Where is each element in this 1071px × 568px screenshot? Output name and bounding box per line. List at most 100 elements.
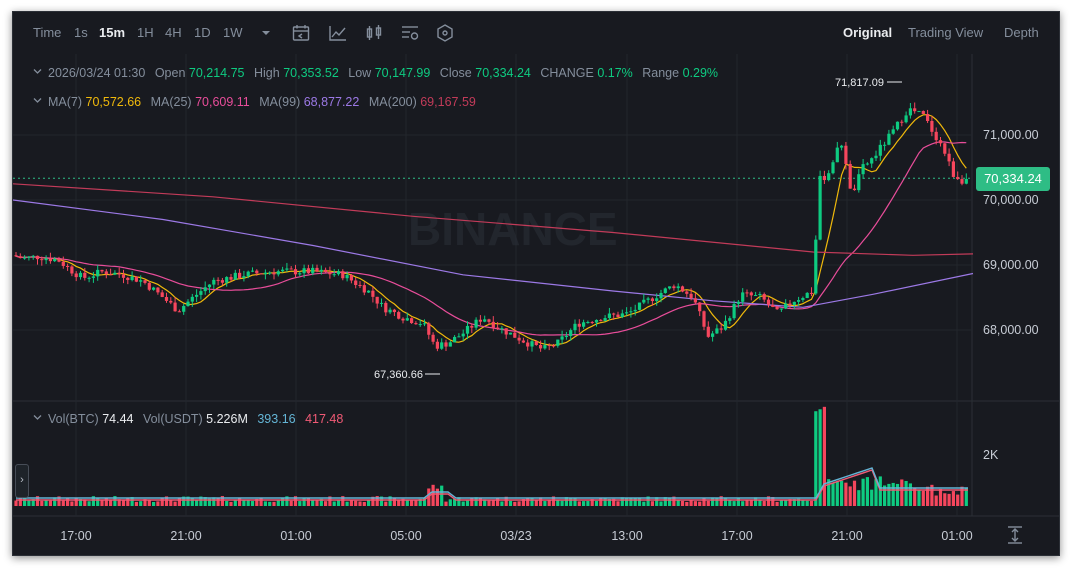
volume-bar bbox=[474, 497, 478, 506]
candle-body bbox=[139, 280, 143, 282]
candle-body bbox=[908, 108, 912, 116]
volume-bar bbox=[190, 497, 194, 506]
watermark: BINANCE bbox=[408, 203, 618, 255]
volume-bar bbox=[655, 497, 659, 506]
volume-bar bbox=[960, 486, 964, 506]
candle-body bbox=[719, 328, 723, 330]
interval-1w[interactable]: 1W bbox=[223, 25, 243, 40]
volume-axis-label: 2K bbox=[983, 448, 999, 462]
candle-body bbox=[422, 323, 427, 325]
volume-bar bbox=[272, 501, 276, 506]
candlestick-chart[interactable]: BINANCE 71,817.09 67,360.66 bbox=[13, 12, 1059, 555]
candle-body bbox=[156, 287, 160, 293]
candle-body bbox=[508, 332, 513, 335]
interval-1h[interactable]: 1H bbox=[137, 25, 154, 40]
candle-body bbox=[607, 313, 611, 319]
fit-chart-icon[interactable] bbox=[1004, 524, 1026, 546]
volume-bar bbox=[539, 497, 543, 506]
candle-type-icon[interactable] bbox=[363, 22, 385, 44]
calendar-icon[interactable] bbox=[290, 22, 312, 44]
candle-body bbox=[616, 314, 620, 318]
interval-15m[interactable]: 15m bbox=[99, 25, 126, 40]
volume-bar bbox=[943, 493, 947, 506]
candle-body bbox=[268, 272, 272, 274]
volume-bar bbox=[698, 501, 702, 506]
volume-bar bbox=[53, 497, 57, 506]
tab-depth[interactable]: Depth bbox=[1004, 25, 1039, 40]
ma200-label: MA(200) bbox=[368, 95, 417, 109]
candle-body bbox=[771, 304, 775, 307]
volume-bar bbox=[306, 497, 310, 506]
volume-bar bbox=[956, 494, 960, 506]
volume-bar bbox=[818, 409, 822, 506]
volume-bar bbox=[332, 501, 336, 506]
volume-bar bbox=[741, 501, 745, 506]
moving-average-lines bbox=[13, 114, 974, 501]
candle-body bbox=[835, 147, 839, 163]
chart-panel[interactable]: Time 1s 15m 1H 4H 1D 1W Original Trading… bbox=[12, 11, 1060, 556]
volume-bar bbox=[461, 501, 465, 506]
candle-body bbox=[956, 176, 960, 180]
volume-bar bbox=[173, 501, 177, 506]
candle-body bbox=[169, 300, 173, 303]
volume-bar bbox=[238, 497, 242, 506]
volume-bar bbox=[917, 490, 921, 506]
candle-body bbox=[195, 294, 199, 297]
volume-bar bbox=[663, 497, 667, 506]
volume-bar bbox=[229, 501, 233, 506]
ma7-line bbox=[15, 114, 967, 347]
tab-trading-view[interactable]: Trading View bbox=[908, 25, 984, 40]
volume-bar bbox=[453, 499, 457, 506]
volume-bar bbox=[680, 500, 685, 506]
candle-body bbox=[590, 322, 594, 324]
candle-body bbox=[732, 303, 736, 319]
candle-body bbox=[302, 268, 306, 274]
collapse-chevron-icon[interactable] bbox=[33, 411, 42, 420]
volume-bar bbox=[758, 499, 762, 506]
ma99-label: MA(99) bbox=[259, 95, 301, 109]
candle-body bbox=[186, 301, 190, 307]
volume-bar bbox=[693, 501, 697, 506]
chevron-down-icon[interactable] bbox=[255, 22, 277, 44]
volume-bar bbox=[840, 480, 844, 506]
volume-bar bbox=[100, 499, 104, 506]
indicator-icon[interactable] bbox=[327, 22, 349, 44]
candle-body bbox=[960, 179, 964, 184]
hexagon-settings-icon[interactable] bbox=[434, 22, 456, 44]
interval-4h[interactable]: 4H bbox=[165, 25, 182, 40]
time-interval-button[interactable]: Time bbox=[33, 25, 62, 40]
settings-list-icon[interactable] bbox=[399, 22, 421, 44]
collapse-chevron-icon[interactable] bbox=[33, 94, 42, 103]
volume-bar bbox=[134, 501, 138, 506]
candle-body bbox=[715, 328, 719, 334]
candle-body bbox=[431, 334, 435, 342]
volume-bar bbox=[625, 498, 629, 506]
volume-bar bbox=[199, 496, 203, 506]
volume-bar bbox=[40, 500, 44, 506]
interval-1s[interactable]: 1s bbox=[74, 25, 88, 40]
volume-bar bbox=[259, 497, 263, 506]
candle-body bbox=[913, 108, 917, 112]
expand-panel-chevron-icon[interactable]: › bbox=[15, 464, 29, 498]
candle-body bbox=[311, 267, 315, 274]
candle-body bbox=[457, 336, 461, 338]
volume-bar bbox=[857, 490, 861, 506]
volume-bar bbox=[392, 497, 396, 506]
volume-bar bbox=[388, 496, 392, 506]
volume-bar bbox=[358, 501, 362, 506]
volume-bar bbox=[405, 499, 409, 506]
candle-body bbox=[27, 256, 31, 258]
candle-body bbox=[238, 272, 242, 278]
interval-1d[interactable]: 1D bbox=[194, 25, 211, 40]
volume-bar bbox=[814, 411, 818, 506]
collapse-chevron-icon[interactable] bbox=[33, 65, 42, 74]
ma200-value: 69,167.59 bbox=[420, 95, 476, 109]
candle-body bbox=[693, 298, 697, 303]
candle-body bbox=[470, 325, 474, 328]
candle-body bbox=[805, 292, 809, 298]
volume-bar bbox=[139, 501, 143, 506]
tab-original[interactable]: Original bbox=[843, 25, 893, 40]
volume-bar bbox=[255, 498, 259, 506]
volume-bar bbox=[637, 498, 642, 506]
candle-body bbox=[599, 319, 603, 321]
